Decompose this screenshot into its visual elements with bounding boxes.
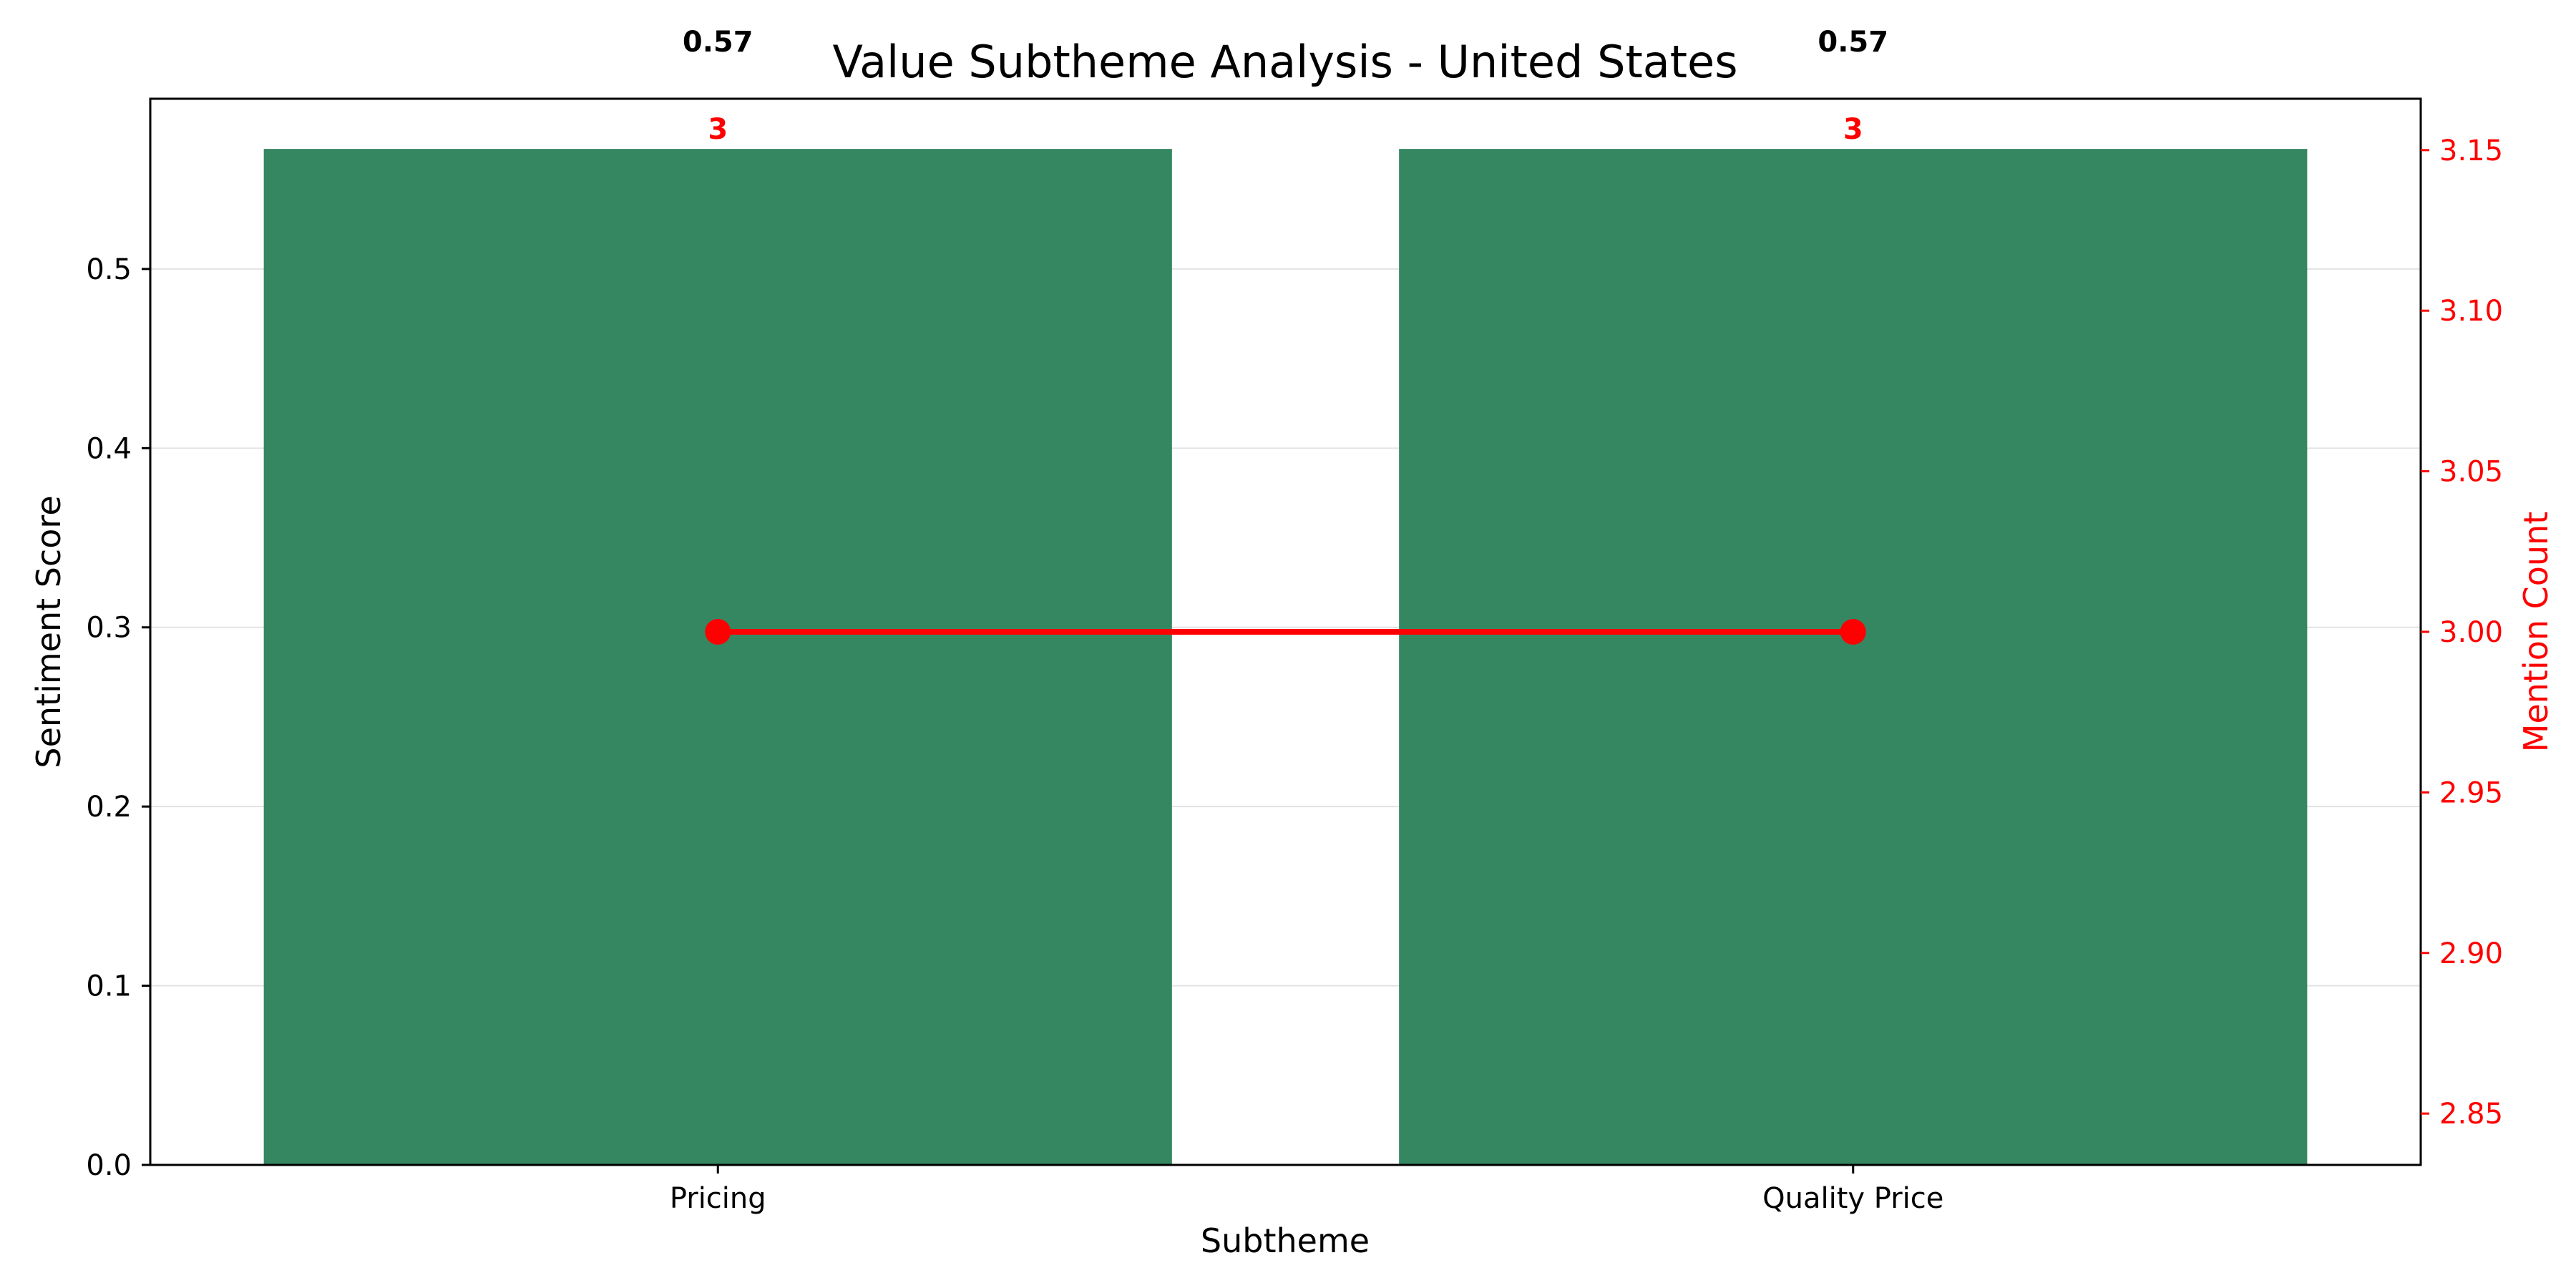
y2-tick-label: 3.05 <box>2439 456 2503 489</box>
y-axis-label-left: Sentiment Score <box>29 495 68 768</box>
bar-value-label: 0.57 <box>1818 26 1888 59</box>
data-labels: 0.57 0.57 3 3 <box>683 26 1888 146</box>
y2-tick-label: 2.90 <box>2439 937 2503 970</box>
bars <box>263 149 2308 1165</box>
mention-point <box>1840 619 1866 645</box>
y-tick-label: 0.3 <box>86 612 132 645</box>
y-tick-label: 0.5 <box>86 253 132 286</box>
y2-tick-label: 3.00 <box>2439 616 2503 649</box>
y-axis-left: 0.0 0.1 0.2 0.3 0.4 0.5 <box>86 253 150 1182</box>
chart-title: Value Subtheme Analysis - United States <box>832 36 1737 88</box>
mention-value-label: 3 <box>1843 113 1863 146</box>
y-tick-label: 0.1 <box>86 970 132 1003</box>
y2-tick-label: 3.10 <box>2439 295 2503 328</box>
x-tick-label: Pricing <box>670 1182 766 1215</box>
y2-tick-label: 2.85 <box>2439 1098 2503 1131</box>
y-axis-label-right: Mention Count <box>2517 512 2555 753</box>
mention-point <box>705 619 731 645</box>
bar <box>1399 149 2308 1165</box>
y-axis-right: 2.85 2.90 2.95 3.00 3.05 3.10 3.15 <box>2421 135 2503 1131</box>
y-tick-label: 0.0 <box>86 1149 132 1182</box>
y2-tick-label: 2.95 <box>2439 776 2503 809</box>
mention-value-label: 3 <box>708 113 728 146</box>
y2-tick-label: 3.15 <box>2439 135 2503 167</box>
mention-line-layer <box>705 619 1866 645</box>
bar <box>263 149 1172 1165</box>
x-tick-label: Quality Price <box>1762 1182 1943 1215</box>
y-tick-label: 0.2 <box>86 791 132 824</box>
bar-value-label: 0.57 <box>683 26 753 59</box>
x-axis-label: Subtheme <box>1201 1221 1370 1260</box>
y-tick-label: 0.4 <box>86 432 132 465</box>
x-axis: Pricing Quality Price <box>670 1165 1943 1215</box>
